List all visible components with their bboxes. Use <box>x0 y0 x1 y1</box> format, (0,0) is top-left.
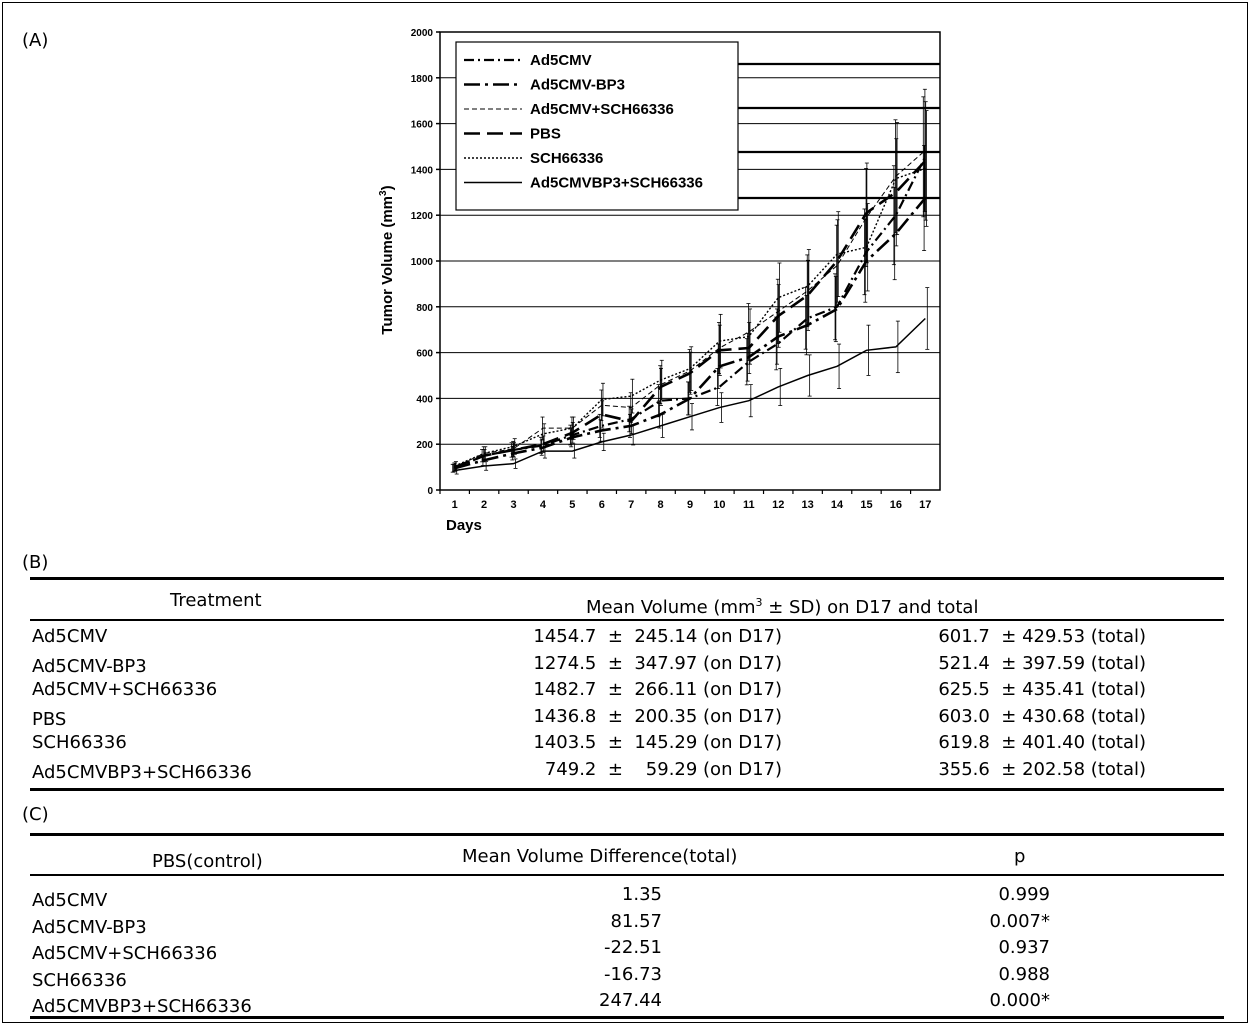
series-layer <box>450 88 930 475</box>
legend-entry: Ad5CMV+SCH66336 <box>530 101 674 118</box>
panel-label-a: (A) <box>22 30 49 51</box>
legend-entry: Ad5CMV-BP3 <box>530 77 625 94</box>
table-b-treatment: SCH66336 <box>32 732 127 753</box>
table-b-header-treatment: Treatment <box>170 590 262 611</box>
y-tick-label: 200 <box>416 440 433 451</box>
table-c-diff: 81.57 <box>610 910 662 932</box>
panel-label-c: (C) <box>22 804 49 825</box>
table-c-diff: 1.35 <box>621 884 662 905</box>
table-c-p: 0.999 <box>998 884 1050 905</box>
y-tick-label: 1600 <box>411 120 434 131</box>
table-c-diff: -22.51 <box>603 937 662 958</box>
y-tick-label: 2000 <box>411 28 434 39</box>
panel-label-b: (B) <box>22 552 49 573</box>
legend-entry: Ad5CMVBP3+SCH66336 <box>530 175 703 192</box>
table-c-p: 0.937 <box>998 937 1050 958</box>
table-c-treatment: Ad5CMV-BP3 <box>32 916 147 938</box>
legend-entry: SCH66336 <box>530 150 603 167</box>
table-b-treatment: Ad5CMVBP3+SCH66336 <box>32 761 252 783</box>
x-tick-label: 10 <box>713 499 725 511</box>
axes <box>439 31 941 491</box>
y-tick-label: 1800 <box>411 74 434 85</box>
table-c-diff: -16.73 <box>603 963 662 985</box>
table-c-p: 0.988 <box>998 963 1050 985</box>
series-line <box>454 197 927 470</box>
table-b-total: 625.5 ± 435.41 (total) <box>938 679 1146 700</box>
y-axis-ticks: 0 200 400 600 800 1000 1200 1400 1600 1800 2000 <box>411 28 440 497</box>
table-c-top-rule <box>30 833 1224 836</box>
x-tick-label: 3 <box>510 499 516 511</box>
table-b-treatment: Ad5CMV-BP3 <box>32 655 147 677</box>
table-b-d17: 1482.7 ± 266.11 (on D17) <box>533 679 782 700</box>
table-b-d17: 1454.7 ± 245.14 (on D17) <box>533 626 782 647</box>
x-tick-label: 17 <box>919 499 931 511</box>
legend-entry: Ad5CMV <box>530 52 592 69</box>
table-b-treatment: Ad5CMV+SCH66336 <box>32 679 218 700</box>
table-b-total: 619.8 ± 401.40 (total) <box>938 732 1146 753</box>
x-tick-label: 5 <box>569 499 575 511</box>
x-tick-label: 4 <box>540 499 547 511</box>
x-tick-label: 11 <box>743 499 755 511</box>
y-tick-label: 1000 <box>411 257 434 268</box>
y-tick-label: 600 <box>416 349 433 360</box>
table-c-treatment: Ad5CMV+SCH66336 <box>32 943 218 964</box>
table-b-treatment: Ad5CMV <box>32 626 108 647</box>
table-c-header-p: p <box>1014 846 1026 867</box>
table-c-header-control: PBS(control) <box>152 851 263 872</box>
table-b-d17: 1274.5 ± 347.97 (on D17) <box>533 652 782 674</box>
table-b-top-rule <box>30 577 1224 580</box>
table-b-bottom-rule <box>30 788 1224 791</box>
table-c-diff: 247.44 <box>599 990 662 1011</box>
x-tick-label: 7 <box>628 499 634 511</box>
y-tick-label: 1200 <box>411 211 434 222</box>
table-c-header-difference: Mean Volume Difference(total) <box>462 846 738 867</box>
x-axis-label: Days <box>446 517 482 534</box>
series-line <box>454 167 926 467</box>
x-tick-label: 6 <box>599 499 605 511</box>
y-axis-label: Tumor Volume (mm3) <box>378 185 396 334</box>
table-b-treatment: PBS <box>32 708 67 730</box>
table-b-total: 601.7 ± 429.53 (total) <box>938 626 1146 647</box>
y-tick-label: 800 <box>416 303 433 314</box>
series-ad5cmvbp3-sch66336 <box>454 287 930 475</box>
table-c-treatment: Ad5CMVBP3+SCH66336 <box>32 996 252 1017</box>
legend: Ad5CMV Ad5CMV-BP3 Ad5CMV+SCH66336 PBS SCH663… <box>455 41 940 211</box>
table-c-treatment: Ad5CMV <box>32 890 108 911</box>
table-b-total: 603.0 ± 430.68 (total) <box>938 705 1146 727</box>
table-b-total: 355.6 ± 202.58 (total) <box>938 758 1146 780</box>
x-tick-label: 8 <box>658 499 664 511</box>
x-tick-label: 14 <box>831 499 844 511</box>
table-b-header-rule <box>30 619 1224 621</box>
table-c-bottom-rule <box>30 1016 1224 1019</box>
y-tick-label: 0 <box>427 486 433 497</box>
series-line <box>454 160 927 469</box>
x-tick-label: 2 <box>481 499 487 511</box>
table-b-d17: 749.2 ± 59.29 (on D17) <box>544 758 782 780</box>
table-b-total: 521.4 ± 397.59 (total) <box>938 652 1146 674</box>
x-tick-label: 12 <box>772 499 784 511</box>
series-line <box>454 317 926 472</box>
y-tick-label: 1400 <box>411 165 434 176</box>
table-c-header-rule <box>30 874 1224 876</box>
legend-entry: PBS <box>530 126 561 143</box>
table-c-p: 0.007* <box>989 910 1050 932</box>
series-sch66336 <box>453 110 929 471</box>
table-c-p: 0.000* <box>989 990 1050 1011</box>
x-tick-label: 15 <box>860 499 872 511</box>
table-b-d17: 1403.5 ± 145.29 (on D17) <box>533 732 782 753</box>
table-b-header-mean-volume: Mean Volume (mm3 ± SD) on D17 and total <box>586 596 979 618</box>
x-tick-label: 13 <box>802 499 814 511</box>
x-tick-label: 1 <box>452 499 458 511</box>
x-axis-ticks: 1 2 3 4 5 6 7 8 9 10 11 12 13 14 15 16 17 <box>439 490 931 511</box>
table-b-d17: 1436.8 ± 200.35 (on D17) <box>533 705 782 727</box>
plot-area <box>439 31 941 491</box>
series-ad5cmv-sch66336 <box>452 88 927 472</box>
x-tick-label: 16 <box>890 499 902 511</box>
x-tick-label: 9 <box>687 499 693 511</box>
y-tick-label: 400 <box>416 394 433 405</box>
table-c-treatment: SCH66336 <box>32 969 127 991</box>
